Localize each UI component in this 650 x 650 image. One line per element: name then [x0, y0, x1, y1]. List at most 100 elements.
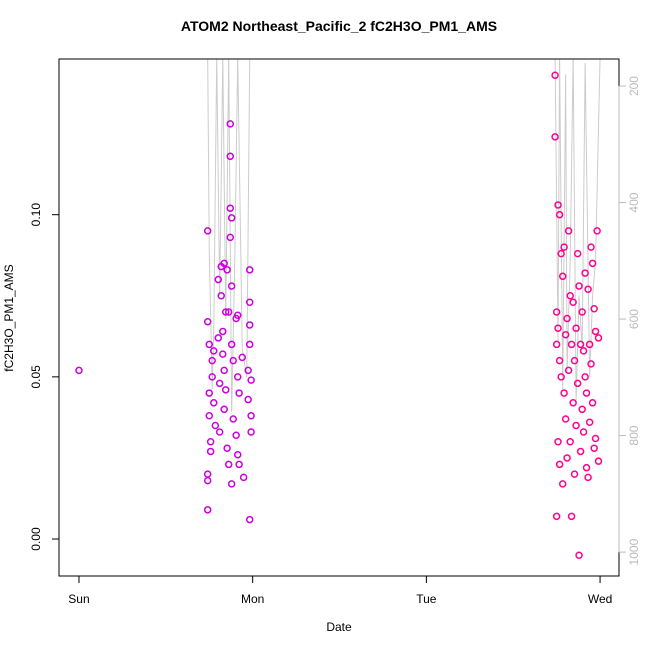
- point: [233, 450, 242, 459]
- point: [233, 373, 242, 381]
- point: [566, 437, 574, 446]
- point: [245, 266, 254, 274]
- point: [590, 304, 598, 313]
- chart-title: ATOM2 Northeast_Pacific_2 fC2H3O_PM1_AMS: [181, 18, 497, 34]
- point: [211, 421, 220, 430]
- x-tick-label: Mon: [241, 592, 264, 606]
- point: [555, 356, 564, 365]
- point: [581, 373, 589, 381]
- point: [203, 227, 212, 235]
- point: [215, 379, 224, 388]
- point: [552, 308, 561, 316]
- point: [552, 340, 561, 349]
- point: [210, 347, 218, 355]
- point: [226, 120, 235, 128]
- point: [217, 292, 225, 300]
- point: [227, 214, 236, 222]
- point: [582, 463, 591, 472]
- point: [203, 317, 212, 326]
- point: [560, 389, 568, 397]
- point: [587, 243, 595, 251]
- point: [247, 428, 255, 436]
- y2-tick-label: 200: [627, 76, 641, 96]
- point: [558, 480, 567, 488]
- point: [576, 340, 585, 349]
- point: [582, 389, 591, 397]
- point: [575, 551, 583, 559]
- point: [229, 356, 237, 365]
- point: [561, 330, 570, 339]
- plot-area: [75, 59, 603, 559]
- point: [554, 201, 562, 209]
- point: [564, 227, 573, 235]
- point: [552, 512, 561, 521]
- point: [203, 506, 212, 514]
- y2-tick-label: 400: [627, 192, 641, 212]
- point: [578, 308, 586, 316]
- point: [221, 308, 230, 316]
- x-tick-label: Sun: [68, 592, 89, 606]
- y-axis-label: fC2H3O_PM1_AMS: [2, 264, 16, 371]
- point: [570, 356, 579, 365]
- point: [247, 412, 255, 420]
- point: [584, 473, 592, 482]
- y-tick-label: 0.10: [29, 203, 43, 227]
- point: [581, 269, 589, 277]
- point: [206, 437, 215, 446]
- point: [567, 340, 576, 349]
- point: [223, 444, 231, 452]
- point: [233, 311, 242, 319]
- point: [554, 324, 562, 332]
- point: [219, 327, 227, 336]
- point: [205, 412, 213, 420]
- point: [239, 473, 248, 482]
- point: [557, 249, 565, 258]
- point: [223, 266, 231, 274]
- point: [238, 353, 247, 362]
- point: [214, 275, 223, 284]
- x-tick-label: Wed: [588, 592, 612, 606]
- point: [588, 399, 597, 407]
- point: [555, 460, 564, 469]
- point: [205, 389, 213, 397]
- point: [551, 71, 559, 79]
- point: [75, 366, 83, 375]
- point: [203, 470, 212, 478]
- point: [576, 447, 585, 456]
- point: [560, 243, 568, 251]
- point: [206, 447, 215, 456]
- point: [585, 418, 594, 427]
- point: [554, 437, 562, 446]
- point: [590, 444, 598, 452]
- point: [227, 340, 236, 349]
- point: [232, 431, 240, 439]
- point: [226, 152, 235, 161]
- point: [224, 460, 233, 469]
- point: [245, 340, 254, 349]
- point: [564, 366, 573, 375]
- y2-tick-label: 600: [627, 309, 641, 329]
- point: [244, 395, 252, 404]
- point: [588, 259, 597, 268]
- point: [569, 298, 577, 307]
- point: [594, 334, 603, 342]
- point: [557, 373, 565, 381]
- point: [591, 434, 600, 443]
- point: [203, 476, 212, 485]
- point: [573, 379, 582, 388]
- point: [215, 428, 224, 436]
- point: [551, 133, 559, 141]
- x-tick-label: Tue: [416, 592, 437, 606]
- point: [227, 282, 236, 290]
- point: [575, 282, 583, 290]
- point: [591, 327, 600, 336]
- point: [570, 470, 579, 478]
- y-tick-label: 0.00: [29, 527, 43, 551]
- point: [566, 292, 574, 300]
- point: [205, 340, 213, 349]
- point: [245, 298, 254, 307]
- y-tick-label: 0.05: [29, 365, 43, 389]
- point: [579, 347, 588, 355]
- y2-tick-label: 800: [627, 425, 641, 445]
